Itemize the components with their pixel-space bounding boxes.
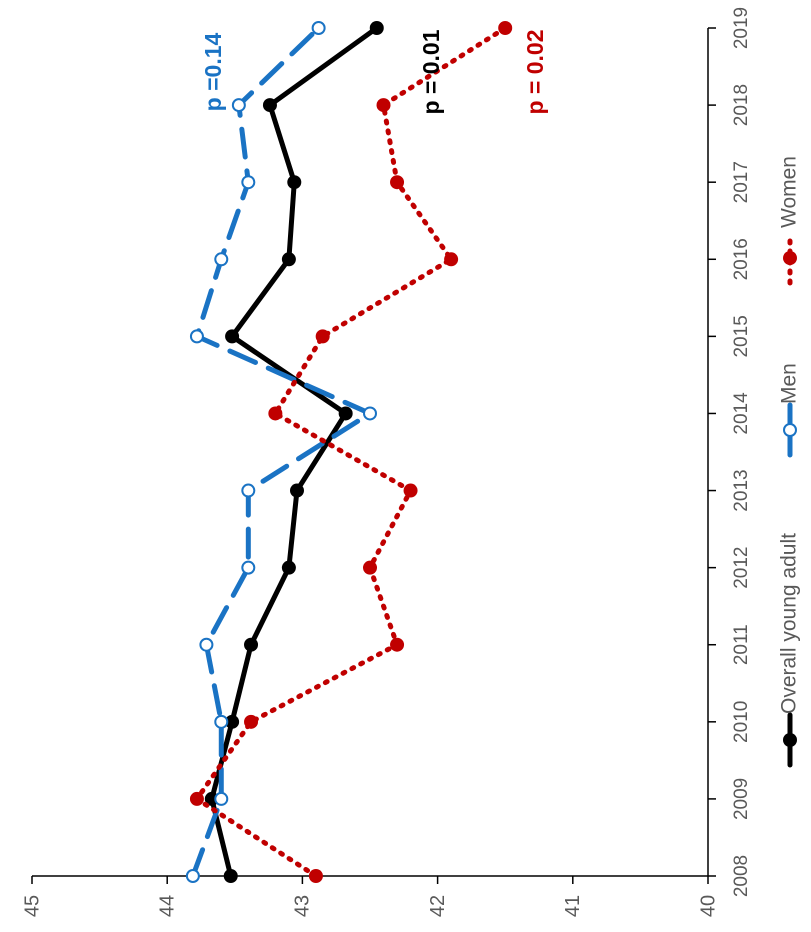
data-point — [363, 560, 377, 575]
category-ticks: 2008 2009 2010 2011 2012 2013 2014 2015 2016 2017… — [708, 7, 752, 897]
legend-swatch-marker — [783, 251, 797, 265]
series-layer — [185, 21, 513, 883]
legend-item: Women — [778, 156, 801, 286]
value-tick-label: 42 — [427, 895, 449, 917]
data-point — [338, 406, 353, 421]
series-men — [185, 21, 377, 883]
data-point — [444, 252, 459, 267]
category-tick-label: 2012 — [731, 546, 752, 588]
data-point — [315, 329, 330, 344]
data-point — [241, 483, 256, 498]
legend-item: Men — [778, 363, 801, 458]
data-point — [376, 98, 391, 113]
data-point — [369, 21, 384, 36]
data-point — [214, 791, 229, 806]
data-point — [241, 175, 256, 190]
category-tick-label: 2010 — [731, 701, 752, 743]
data-point — [390, 637, 405, 652]
p-value-label: p = 0.01 — [418, 29, 444, 114]
legend: Overall young adult Men Women — [778, 156, 801, 768]
category-tick-label: 2009 — [731, 778, 752, 820]
category-tick-label: 2014 — [731, 392, 752, 435]
data-point — [185, 869, 200, 883]
data-point — [308, 869, 323, 883]
category-tick-label: 2013 — [731, 469, 752, 511]
p-value-label: p = 0.02 — [522, 29, 548, 114]
data-point — [231, 98, 246, 113]
value-tick-label: 41 — [562, 895, 584, 917]
data-point — [311, 21, 326, 36]
value-tick-label: 40 — [697, 895, 719, 917]
p-value-labels: p = 0.01 p =0.14 p = 0.02 — [200, 29, 548, 114]
value-tick-label: 44 — [156, 895, 178, 917]
data-point — [214, 252, 229, 267]
data-point — [225, 714, 240, 729]
data-point — [199, 637, 214, 652]
data-point — [262, 98, 277, 113]
axes: 40 41 42 43 44 45 2008 2009 2010 2011 2012 2013 201… — [21, 7, 752, 917]
data-point — [241, 560, 256, 575]
category-tick-label: 2016 — [731, 238, 752, 280]
series-women — [189, 21, 513, 883]
value-tick-label: 43 — [292, 895, 314, 917]
data-point — [363, 406, 377, 421]
data-point — [498, 21, 513, 36]
data-point — [225, 329, 240, 344]
data-point — [281, 252, 296, 267]
category-tick-label: 2015 — [731, 315, 752, 357]
data-point — [287, 175, 302, 190]
legend-item: Overall young adult — [778, 533, 801, 768]
series-line — [194, 25, 508, 879]
data-point — [289, 483, 304, 498]
data-point — [189, 329, 204, 344]
legend-swatch-marker — [783, 733, 797, 747]
data-point — [189, 791, 204, 806]
data-point — [390, 175, 405, 190]
data-point — [244, 714, 259, 729]
value-ticks: 40 41 42 43 44 45 — [21, 876, 719, 917]
data-point — [223, 869, 238, 883]
p-value-label: p =0.14 — [200, 32, 226, 111]
category-tick-label: 2008 — [731, 855, 752, 897]
category-tick-label: 2019 — [731, 7, 752, 49]
category-tick-label: 2011 — [731, 624, 752, 665]
legend-label: Women — [778, 156, 801, 228]
series-line — [190, 25, 373, 879]
data-point — [403, 483, 418, 498]
data-point — [244, 637, 259, 652]
legend-label: Overall young adult — [778, 533, 801, 714]
category-tick-label: 2018 — [731, 84, 752, 126]
series-overall-young-adult — [204, 21, 384, 883]
legend-swatch-marker — [783, 423, 797, 437]
data-point — [281, 560, 296, 575]
series-line — [209, 25, 380, 879]
data-point — [268, 406, 283, 421]
value-tick-label: 45 — [21, 895, 43, 917]
legend-label: Men — [778, 363, 801, 404]
category-tick-label: 2017 — [731, 161, 752, 203]
data-point — [214, 714, 229, 729]
